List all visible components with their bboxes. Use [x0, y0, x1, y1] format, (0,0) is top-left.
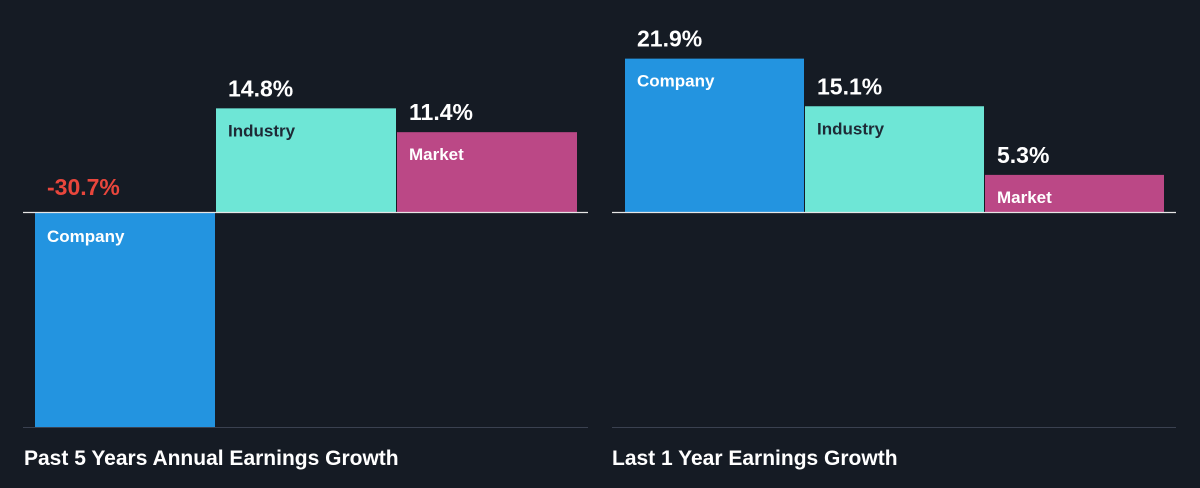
- bar-industry: [805, 106, 984, 212]
- value-label-market: 5.3%: [997, 142, 1049, 168]
- bar-industry: [216, 108, 396, 212]
- bar-label-industry: Industry: [817, 119, 885, 138]
- bar-label-company: Company: [47, 227, 125, 246]
- panel-last-1-year: Last 1 Year Earnings Growth Company 21.9%…: [612, 26, 1176, 470]
- bar-market: [985, 174, 1164, 212]
- bar-label-industry: Industry: [228, 121, 296, 140]
- value-label-industry: 15.1%: [817, 73, 882, 99]
- value-label-market: 11.4%: [409, 99, 473, 125]
- value-label-company: -30.7%: [47, 174, 120, 200]
- panel-past-5-years: Past 5 Years Annual Earnings Growth Comp…: [23, 75, 588, 470]
- bar-label-company: Company: [637, 72, 715, 91]
- panel-title-past-5-years: Past 5 Years Annual Earnings Growth: [24, 447, 399, 470]
- value-label-company: 21.9%: [637, 26, 702, 52]
- bar-company: [35, 212, 215, 427]
- bar-company: [625, 58, 804, 213]
- panel-title-last-1-year: Last 1 Year Earnings Growth: [612, 447, 898, 470]
- bar-market: [397, 132, 577, 212]
- bar-label-market: Market: [409, 145, 464, 164]
- bar-label-market: Market: [997, 188, 1052, 207]
- value-label-industry: 14.8%: [228, 75, 293, 101]
